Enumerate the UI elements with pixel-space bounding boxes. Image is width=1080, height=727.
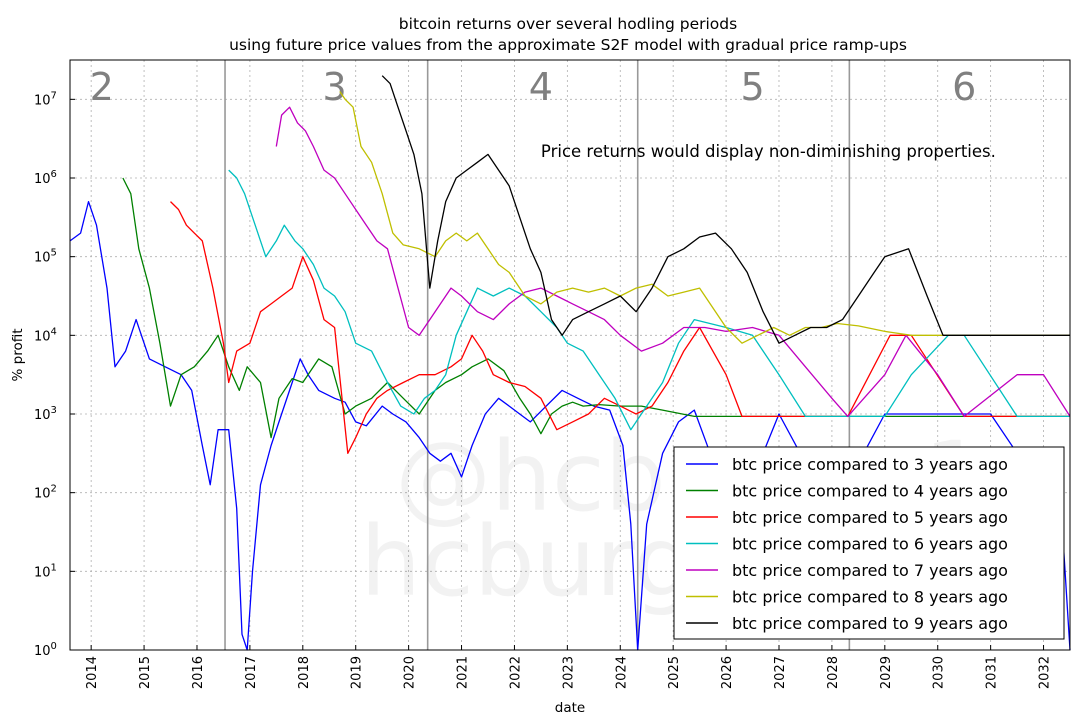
series-line-9-years bbox=[381, 75, 1070, 344]
x-tick-label-2020: 2020 bbox=[403, 656, 418, 689]
legend: btc price compared to 3 years ago btc pri… bbox=[673, 446, 1065, 640]
epoch-label-3: 3 bbox=[322, 65, 346, 109]
y-axis-label: % profit bbox=[10, 329, 26, 382]
plot-frame bbox=[69, 59, 1071, 651]
x-tick-label-2028: 2028 bbox=[826, 656, 841, 689]
y-tick-label-2: 102 bbox=[34, 484, 57, 502]
y-tick-label-3: 103 bbox=[34, 405, 57, 423]
x-axis-label: date bbox=[555, 700, 585, 716]
y-tick-label-7: 107 bbox=[34, 90, 57, 108]
chart-title-line2: using future price values from the appro… bbox=[229, 36, 907, 54]
y-axis-ticks: 100 101 102 103 104 105 106 107 bbox=[34, 90, 75, 659]
legend-label-4-years: btc price compared to 4 years ago bbox=[732, 482, 1008, 501]
legend-label-7-years: btc price compared to 7 years ago bbox=[732, 561, 1008, 580]
y-tick-label-6: 106 bbox=[34, 169, 57, 187]
legend-label-3-years: btc price compared to 3 years ago bbox=[732, 455, 1008, 474]
legend-label-5-years: btc price compared to 5 years ago bbox=[732, 508, 1008, 527]
epoch-labels: 2 3 4 5 6 bbox=[90, 65, 977, 109]
annotation-text: Price returns would display non-diminish… bbox=[541, 142, 996, 161]
x-tick-label-2024: 2024 bbox=[614, 656, 629, 689]
y-tick-label-5: 105 bbox=[34, 248, 57, 266]
x-tick-label-2015: 2015 bbox=[138, 656, 153, 689]
x-tick-label-2016: 2016 bbox=[191, 656, 206, 689]
x-tick-label-2030: 2030 bbox=[932, 656, 947, 689]
x-tick-label-2023: 2023 bbox=[561, 656, 576, 689]
legend-label-9-years: btc price compared to 9 years ago bbox=[732, 614, 1008, 633]
x-tick-label-2019: 2019 bbox=[350, 656, 365, 689]
x-axis-ticks: 2014 2015 2016 2017 2018 2019 2020 2021 2022 2023… bbox=[85, 645, 1053, 689]
series-line-5-years bbox=[170, 201, 1070, 454]
x-tick-label-2014: 2014 bbox=[85, 656, 100, 689]
series-line-8-years bbox=[339, 91, 1070, 344]
y-tick-label-0: 100 bbox=[34, 641, 57, 659]
x-tick-label-2032: 2032 bbox=[1038, 656, 1053, 689]
x-tick-label-2025: 2025 bbox=[667, 656, 682, 689]
epoch-label-4: 4 bbox=[529, 65, 553, 109]
x-tick-label-2022: 2022 bbox=[508, 656, 523, 689]
epoch-label-6: 6 bbox=[952, 65, 976, 109]
x-tick-label-2026: 2026 bbox=[720, 656, 735, 689]
series-line-4-years bbox=[122, 177, 1070, 439]
x-tick-label-2029: 2029 bbox=[879, 656, 894, 689]
x-tick-label-2018: 2018 bbox=[297, 656, 312, 689]
epoch-label-5: 5 bbox=[740, 65, 764, 109]
legend-label-8-years: btc price compared to 8 years ago bbox=[732, 588, 1008, 607]
series-line-6-years bbox=[228, 169, 1070, 431]
legend-box bbox=[673, 446, 1065, 640]
legend-label-6-years: btc price compared to 6 years ago bbox=[732, 535, 1008, 554]
chart-title-line1: bitcoin returns over several hodling per… bbox=[399, 15, 737, 33]
series-line-7-years bbox=[275, 106, 1071, 418]
y-tick-label-4: 104 bbox=[34, 326, 57, 344]
y-tick-label-1: 101 bbox=[34, 562, 57, 580]
x-tick-label-2017: 2017 bbox=[244, 656, 259, 689]
epoch-label-2: 2 bbox=[90, 65, 114, 109]
x-tick-label-2027: 2027 bbox=[773, 656, 788, 689]
x-tick-label-2031: 2031 bbox=[985, 656, 1000, 689]
x-tick-label-2021: 2021 bbox=[456, 656, 471, 689]
